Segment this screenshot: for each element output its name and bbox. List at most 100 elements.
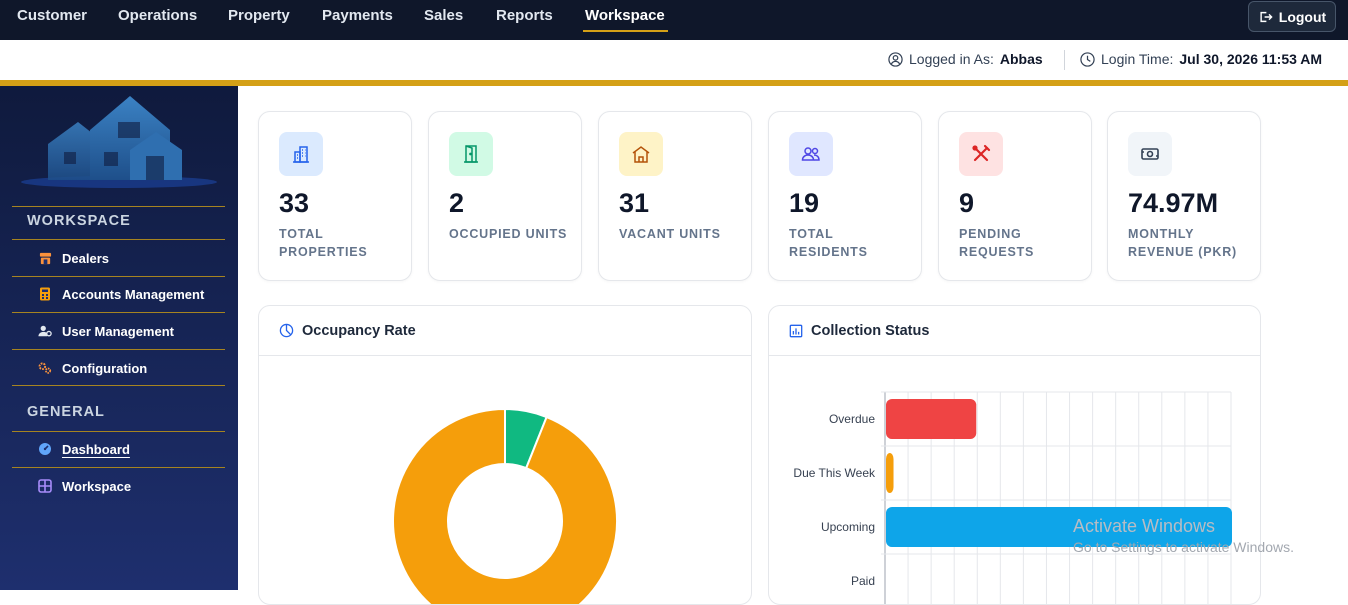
sidebar-section-workspace: WORKSPACE [27, 213, 131, 229]
nav-workspace[interactable]: Workspace [583, 0, 668, 40]
stat-label: MONTHLY REVENUE (PKR) [1128, 227, 1238, 259]
panel-title: Collection Status [811, 322, 930, 339]
nav-sales[interactable]: Sales [424, 7, 464, 24]
stat-icon-bg [449, 132, 493, 176]
collection-bar-chart: Overdue Due This Week Upcoming Paid [793, 391, 1232, 604]
bar-overdue[interactable] [886, 399, 977, 439]
clock-icon [1080, 51, 1095, 67]
stat-label: PENDING REQUESTS [959, 227, 1035, 259]
sidebar-item-label: Dashboard [62, 441, 130, 457]
activate-windows-watermark: Activate Windows Go to Settings to activ… [1073, 516, 1294, 555]
door-icon [464, 145, 478, 163]
tick-label: Paid [851, 574, 875, 588]
stat-card-pending-requests: 9 PENDING REQUESTS [938, 111, 1092, 281]
stat-value: 74.97M [1128, 188, 1219, 218]
divider [12, 349, 225, 350]
login-time-label: Login Time: [1101, 51, 1174, 67]
stat-label: TOTAL RESIDENTS [789, 227, 868, 259]
sidebar-section-general: GENERAL [27, 404, 105, 420]
occupancy-donut-chart [392, 407, 618, 605]
grid-icon [38, 479, 52, 493]
nav-operations[interactable]: Operations [118, 7, 198, 24]
gears-icon [38, 361, 52, 375]
user-gear-icon [38, 324, 52, 338]
nav-customer[interactable]: Customer [17, 7, 88, 24]
stat-card-total-properties: 33 TOTAL PROPERTIES [258, 111, 412, 281]
pie-chart-icon [279, 323, 294, 338]
user-circle-icon [888, 51, 903, 67]
logged-in-label: Logged in As: [909, 51, 994, 67]
sidebar-item-dealers[interactable]: Dealers [12, 240, 225, 276]
collection-status-panel: Collection Status Overdue Due This Week Up… [768, 305, 1261, 605]
sidebar-item-label: User Management [62, 323, 174, 339]
stat-icon-bg [279, 132, 323, 176]
stat-icon-bg [959, 132, 1003, 176]
watermark-subtitle: Go to Settings to activate Windows. [1073, 539, 1294, 555]
bar-upcoming[interactable] [886, 507, 1232, 547]
bar-due-this-week[interactable] [886, 453, 894, 493]
occupancy-rate-panel: Occupancy Rate [258, 305, 752, 605]
tick-label: Due This Week [793, 466, 876, 480]
stat-card-vacant-units: 31 VACANT UNITS [598, 111, 752, 281]
login-time-info: Login Time: Jul 30, 2026 11:53 AM [1080, 51, 1322, 67]
stat-icon-bg [789, 132, 833, 176]
bar-chart-icon [789, 324, 803, 337]
stat-card-monthly-revenue: 74.97M MONTHLY REVENUE (PKR) [1107, 111, 1261, 281]
user-name: Abbas [999, 51, 1043, 67]
sidebar-item-accounts-management[interactable]: Accounts Management [12, 276, 225, 312]
calculator-icon [38, 287, 52, 301]
building-icon [293, 146, 309, 163]
divider [1064, 50, 1065, 70]
panel-header: Occupancy Rate [259, 306, 751, 356]
stat-label: TOTAL PROPERTIES [279, 227, 368, 259]
money-icon [1141, 148, 1159, 160]
stat-label: VACANT UNITS [619, 227, 721, 241]
divider [12, 431, 225, 432]
store-icon [38, 251, 52, 265]
nav-payments[interactable]: Payments [322, 7, 393, 24]
tools-icon [972, 144, 991, 162]
top-navigation-bar: Customer Operations Property Payments Sa… [0, 0, 1348, 40]
donut-slice-vacant[interactable] [392, 407, 618, 605]
sidebar-item-workspace[interactable]: Workspace [12, 468, 225, 504]
stat-icon-bg [619, 132, 663, 176]
watermark-title: Activate Windows [1073, 516, 1216, 536]
users-icon [801, 147, 820, 161]
logged-in-info: Logged in As: Abbas [888, 51, 1043, 67]
stat-value: 33 [279, 188, 310, 218]
logout-button[interactable]: Logout [1248, 1, 1336, 32]
sidebar: WORKSPACE Dealers Accounts Management Us… [0, 86, 238, 590]
panel-title: Occupancy Rate [302, 322, 416, 339]
dashboard-icon [38, 442, 52, 456]
sidebar-item-configuration[interactable]: Configuration [12, 350, 225, 386]
stat-card-total-residents: 19 TOTAL RESIDENTS [768, 111, 922, 281]
panel-header: Collection Status [769, 306, 1260, 356]
stat-value: 31 [619, 188, 650, 218]
sidebar-item-dashboard[interactable]: Dashboard [12, 431, 225, 467]
sidebar-item-label: Dealers [62, 250, 109, 266]
sidebar-item-user-management[interactable]: User Management [12, 313, 225, 349]
login-time-value: Jul 30, 2026 11:53 AM [1179, 51, 1323, 67]
sidebar-item-label: Workspace [62, 478, 132, 494]
nav-property[interactable]: Property [228, 7, 290, 24]
house-logo-icon [21, 96, 217, 188]
divider [12, 312, 225, 313]
sidebar-item-label: Configuration [62, 360, 148, 376]
nav-reports[interactable]: Reports [496, 7, 553, 24]
stat-label: OCCUPIED UNITS [449, 227, 568, 241]
logout-icon [1260, 11, 1273, 22]
divider [12, 467, 225, 468]
divider [12, 239, 225, 240]
stat-icon-bg [1128, 132, 1172, 176]
divider [12, 276, 225, 277]
divider [12, 206, 225, 207]
divider [12, 385, 225, 386]
sidebar-item-label: Accounts Management [62, 286, 205, 302]
stat-value: 19 [789, 188, 820, 218]
stat-value: 9 [959, 188, 975, 218]
stat-card-occupied-units: 2 OCCUPIED UNITS [428, 111, 582, 281]
tick-label: Overdue [829, 412, 875, 426]
logout-label: Logout [1278, 8, 1327, 25]
session-info-bar: Logged in As: Abbas Login Time: Jul 30, … [0, 40, 1348, 86]
house-icon [632, 146, 650, 163]
